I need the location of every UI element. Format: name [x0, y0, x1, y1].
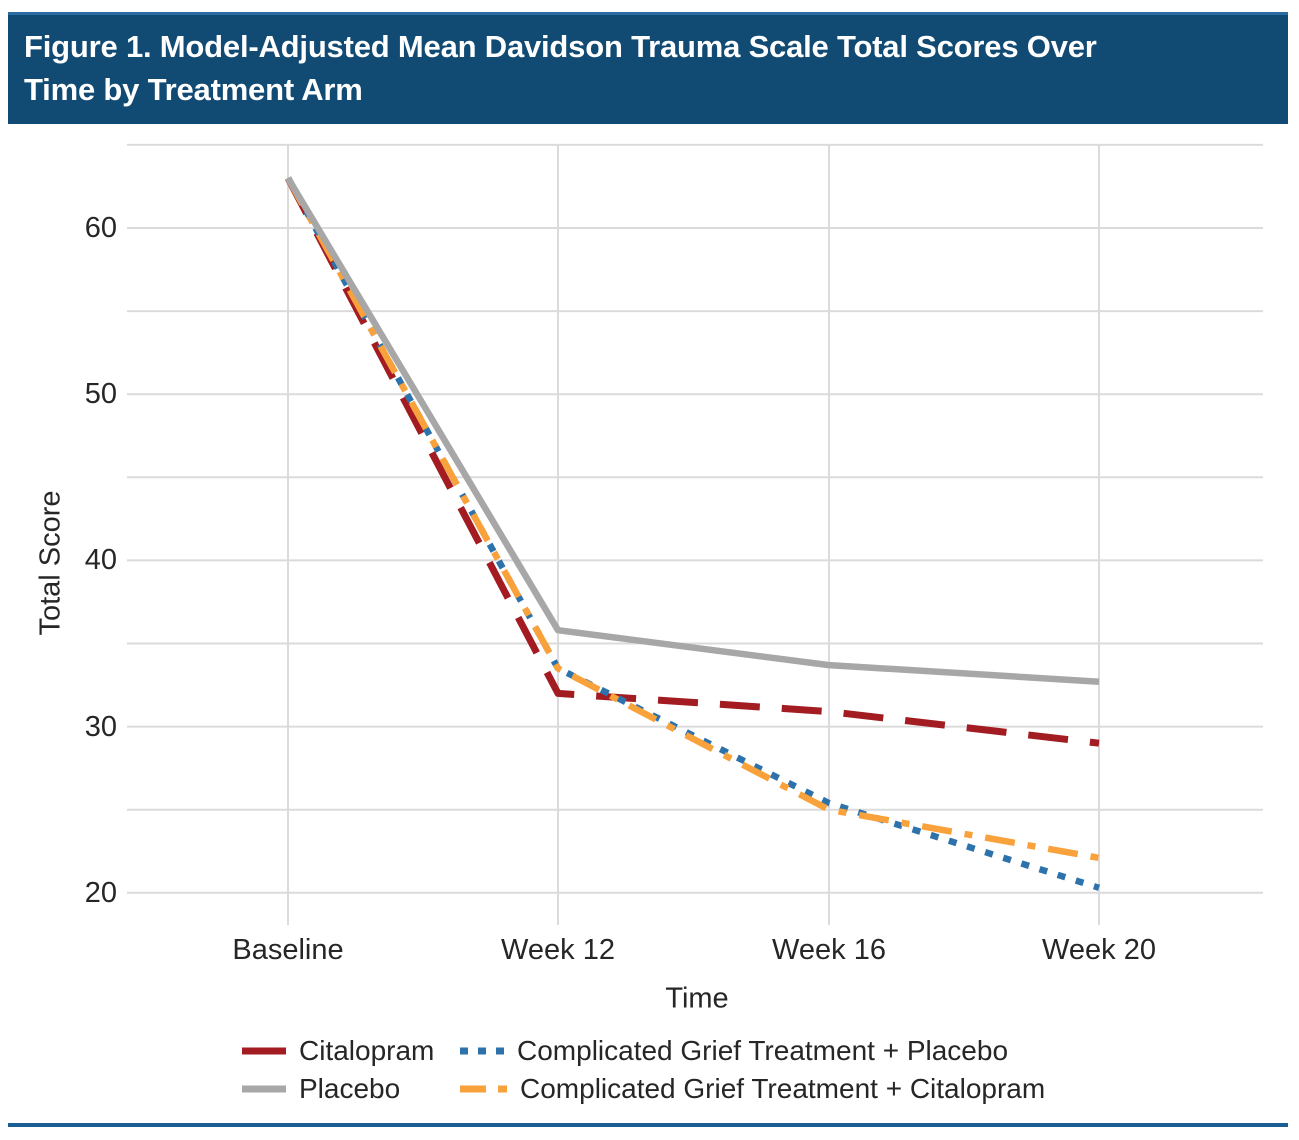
- legend-swatch-dash-dot-icon: [460, 1085, 507, 1093]
- legend-item-complicated-grief-treatment-placebo: Complicated Grief Treatment + Placebo: [460, 1036, 1045, 1066]
- y-tick-label: 40: [84, 544, 117, 577]
- bottom-divider: [8, 1123, 1288, 1127]
- series-line-citalopram: [284, 176, 1100, 747]
- x-tick-label: Week 12: [501, 934, 615, 966]
- legend-label: Complicated Grief Treatment + Placebo: [517, 1035, 1009, 1066]
- series-line-placebo: [285, 176, 1100, 685]
- series-line-complicated-grief-treatment-citalopram: [285, 176, 1100, 862]
- y-tick-label: 20: [84, 876, 117, 909]
- legend-swatch-long-dash-icon: [242, 1047, 286, 1055]
- legend-label: Citalopram: [299, 1035, 435, 1066]
- figure-title-line2: Time by Treatment Arm: [24, 72, 363, 107]
- x-tick-label: Baseline: [232, 934, 344, 966]
- y-tick-label: 30: [84, 710, 117, 743]
- y-tick-label: 60: [84, 212, 117, 244]
- x-axis-title: Time: [665, 982, 729, 1015]
- legend-label: Placebo: [299, 1073, 401, 1104]
- y-axis-title: Total Score: [34, 490, 67, 636]
- series-line-complicated-grief-treatment-placebo: [285, 176, 1100, 891]
- legend-swatch-solid-icon: [242, 1085, 286, 1093]
- legend-label: Complicated Grief Treatment + Citalopram: [520, 1073, 1046, 1104]
- legend-item-citalopram: Citalopram: [242, 1036, 460, 1066]
- chart-legend: Citalopram Complicated Grief Treatment + …: [242, 1036, 1045, 1104]
- legend-swatch-dotted-icon: [460, 1047, 504, 1055]
- figure-title-bar: Figure 1. Model-Adjusted Mean Davidson T…: [8, 12, 1288, 124]
- y-tick-label: 50: [84, 378, 117, 411]
- gridlines: [127, 143, 1263, 925]
- legend-item-placebo: Placebo: [242, 1074, 460, 1104]
- figure-title-line1: Figure 1. Model-Adjusted Mean Davidson T…: [24, 29, 1097, 64]
- x-tick-label: Week 16: [772, 934, 886, 966]
- x-tick-label: Week 20: [1042, 934, 1156, 966]
- legend-item-complicated-grief-treatment-citalopram: Complicated Grief Treatment + Citalopram: [460, 1074, 1045, 1104]
